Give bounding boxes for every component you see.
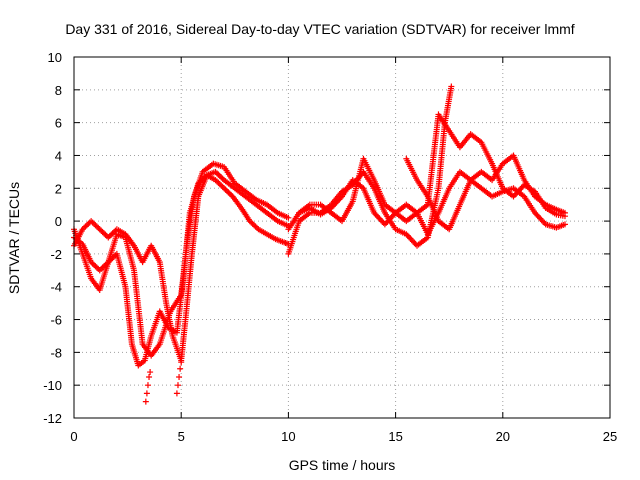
data-point bbox=[561, 209, 568, 216]
y-tick-label: -8 bbox=[50, 345, 62, 360]
y-tick-label: -2 bbox=[50, 247, 62, 262]
data-point bbox=[146, 373, 153, 380]
x-tick-label: 25 bbox=[603, 429, 617, 444]
chart-title: Day 331 of 2016, Sidereal Day-to-day VTE… bbox=[65, 21, 574, 37]
grid-lines bbox=[74, 57, 610, 418]
data-point bbox=[177, 365, 184, 372]
data-point bbox=[448, 83, 455, 90]
x-tick-label: 5 bbox=[178, 429, 185, 444]
data-point bbox=[174, 382, 181, 389]
y-tick-label: 0 bbox=[55, 214, 62, 229]
x-tick-label: 20 bbox=[496, 429, 510, 444]
series-track-6 bbox=[296, 168, 568, 238]
axis-ticks: 0 5 10 15 20 25 -12 -10 -8 -6 -4 -2 0 2 4 6 8 10 bbox=[43, 50, 617, 444]
data-point bbox=[144, 382, 151, 389]
data-point bbox=[178, 359, 185, 366]
data-point bbox=[173, 390, 180, 397]
y-tick-label: -10 bbox=[43, 378, 62, 393]
y-tick-label: -12 bbox=[43, 411, 62, 426]
data-point bbox=[142, 398, 149, 405]
series-track-7 bbox=[403, 152, 568, 233]
data-points bbox=[71, 83, 568, 405]
y-tick-label: 6 bbox=[55, 116, 62, 131]
y-tick-label: 4 bbox=[55, 148, 62, 163]
series-track-3 bbox=[71, 168, 292, 364]
x-tick-label: 0 bbox=[70, 429, 77, 444]
y-axis-label: SDTVAR / TECUs bbox=[6, 182, 22, 294]
data-point bbox=[176, 373, 183, 380]
data-point bbox=[143, 390, 150, 397]
x-tick-label: 15 bbox=[388, 429, 402, 444]
y-tick-label: -4 bbox=[50, 280, 62, 295]
data-point bbox=[561, 221, 568, 228]
y-tick-label: 2 bbox=[55, 181, 62, 196]
data-point bbox=[147, 369, 154, 376]
x-axis-label: GPS time / hours bbox=[289, 457, 396, 473]
x-tick-label: 10 bbox=[281, 429, 295, 444]
y-tick-label: 10 bbox=[48, 50, 62, 65]
series-track-5 bbox=[285, 111, 568, 233]
plot-frame bbox=[73, 56, 611, 419]
series-track-2 bbox=[71, 160, 292, 359]
y-tick-label: 8 bbox=[55, 83, 62, 98]
y-tick-label: -6 bbox=[50, 313, 62, 328]
data-point bbox=[285, 214, 292, 221]
outlier-points bbox=[142, 359, 185, 405]
